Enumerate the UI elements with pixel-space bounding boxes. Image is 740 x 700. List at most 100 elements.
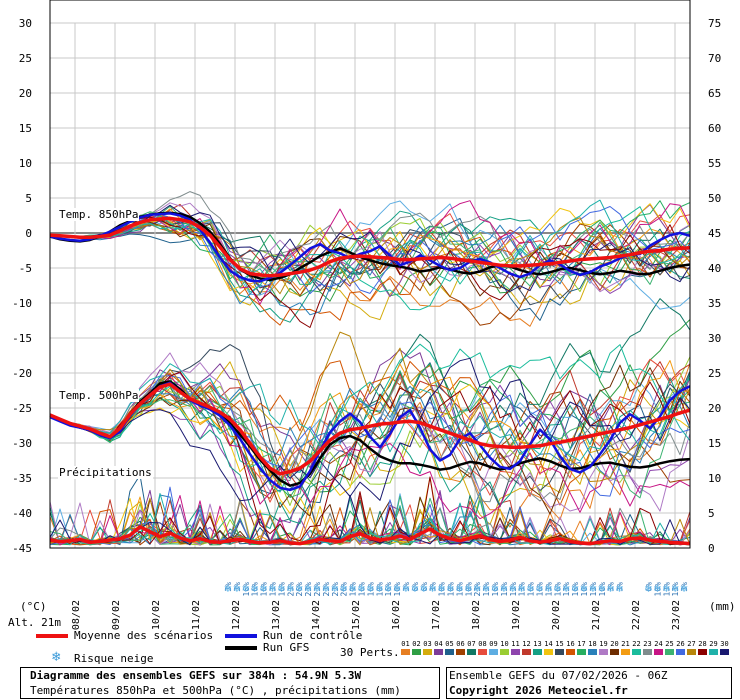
perturbation-13-t850 — [49, 210, 691, 323]
chart-subtitle: Températures 850hPa et 500hPa (°C) , pré… — [30, 684, 401, 697]
snow-risk-label: Risque neige — [74, 652, 154, 665]
snow-risk-percent: 16% — [491, 582, 500, 597]
perturbation-number: 05 — [445, 640, 454, 648]
snow-risk-percent: 3% — [607, 582, 616, 592]
right-axis-unit: (mm) — [709, 600, 736, 613]
x-tick-label: 10/02 — [151, 600, 162, 630]
snowflake-icon: ❄ — [366, 584, 374, 595]
snowflake-icon: ❄ — [295, 584, 303, 595]
perturbation-legend-item: 04 — [433, 640, 444, 655]
perturbation-number: 01 — [401, 640, 410, 648]
snowflake-icon: ❄ — [242, 584, 250, 595]
perturbation-legend-item: 29 — [708, 640, 719, 655]
snow-risk-percent: 23% — [313, 582, 322, 597]
left-tick-label: 15 — [19, 122, 32, 135]
perturbation-10-t500 — [49, 356, 691, 506]
run-info: Ensemble GEFS du 07/02/2026 - 06Z — [449, 669, 668, 682]
left-tick-label: 5 — [25, 192, 32, 205]
left-tick-label: -15 — [12, 332, 32, 345]
perturbation-number: 24 — [654, 640, 663, 648]
snow-risk-percent: 23% — [322, 582, 331, 597]
perturbation-legend-item: 06 — [455, 640, 466, 655]
right-tick-label: 65 — [708, 87, 721, 100]
perturbation-22-t500 — [49, 343, 691, 493]
perturbation-number: 07 — [467, 640, 476, 648]
perturbation-swatch — [621, 649, 630, 655]
snow-risk-percent: 13% — [544, 582, 553, 597]
snowflake-icon: ❄ — [286, 584, 294, 595]
perturbation-number: 26 — [676, 640, 685, 648]
snowflake-icon: ❄ — [357, 584, 365, 595]
legend-control-swatch — [225, 634, 257, 638]
perturbation-swatch — [434, 649, 443, 655]
snow-risk-percent: 10% — [447, 582, 456, 597]
snow-risk-percent: 16% — [384, 582, 393, 597]
snowflake-icon: ❄ — [464, 584, 472, 595]
snowflake-icon: ❄ — [553, 584, 561, 595]
perturbation-legend-item: 10 — [499, 640, 510, 655]
perturbation-23-t850 — [49, 191, 691, 277]
perturbation-number: 29 — [709, 640, 718, 648]
right-tick-label: 55 — [708, 157, 721, 170]
plot-frame — [49, 0, 691, 549]
perturbation-legend-item: 03 — [422, 640, 433, 655]
snow-risk-percent: 16% — [553, 582, 562, 597]
perturbation-29-t850 — [49, 199, 691, 283]
snow-risk-percent: 13% — [500, 582, 509, 597]
left-tick-label: 10 — [19, 157, 32, 170]
perturbation-number: 28 — [698, 640, 707, 648]
x-tick-label: 22/02 — [631, 600, 642, 630]
gfs-t500-line — [49, 380, 691, 487]
perturbation-20-t500 — [49, 364, 691, 517]
perturbation-29-t500 — [49, 363, 691, 462]
snow-risk-percent: 16% — [277, 582, 286, 597]
perturbation-number: 13 — [533, 640, 542, 648]
right-tick-label: 20 — [708, 402, 721, 415]
perturbation-21-t500 — [49, 360, 691, 477]
perturbation-19-t500 — [49, 352, 691, 512]
snow-risk-percent: 6% — [645, 582, 654, 592]
left-tick-label: -5 — [19, 262, 32, 275]
snow-risk-percent: 3% — [616, 582, 625, 592]
perturbation-legend-item: 15 — [554, 640, 565, 655]
precip-section-label: Précipitations — [58, 466, 153, 479]
snowflake-icon: ❄ — [233, 584, 241, 595]
snowflake-icon: ❄ — [420, 584, 428, 595]
perturbation-number: 16 — [566, 640, 575, 648]
perturbation-legend-item: 27 — [686, 640, 697, 655]
legend-mean-swatch — [36, 634, 68, 638]
snowflake-icon: ❄ — [500, 584, 508, 595]
snowflake-icon: ❄ — [313, 584, 321, 595]
left-tick-label: -30 — [12, 437, 32, 450]
snow-risk-row: 3%❄ 3%❄ 16%❄ 16%❄ 16%❄ 13%❄ 16%❄ 23%❄ 26%❄ 23%❄ 23… — [224, 582, 689, 597]
perturbation-29-precip — [49, 493, 691, 546]
legend-control-label: Run de contrôle — [263, 629, 363, 642]
snow-risk-percent: 13% — [662, 582, 671, 597]
perturbation-swatch — [423, 649, 432, 655]
snow-risk-percent: 10% — [653, 582, 662, 597]
perturbation-swatch — [676, 649, 685, 655]
perturbation-number: 19 — [599, 640, 608, 648]
right-tick-label: 60 — [708, 122, 721, 135]
snow-risk-percent: 16% — [358, 582, 367, 597]
perturbation-25-t500 — [49, 385, 691, 499]
perturbation-legend-item: 08 — [477, 640, 488, 655]
main-series-lines — [49, 211, 691, 546]
snowflake-icon: ❄ — [268, 584, 276, 595]
snowflake-icon: ❄ — [277, 584, 285, 595]
snowflake-icon: ❄ — [644, 584, 652, 595]
snowflake-icon: ❄ — [455, 584, 463, 595]
snowflake-icon: ❄ — [598, 584, 606, 595]
perturbation-number: 02 — [412, 640, 421, 648]
snow-risk-percent: 16% — [536, 582, 545, 597]
perturbation-swatch — [632, 649, 641, 655]
perturbation-number: 27 — [687, 640, 696, 648]
snowflake-icon: ❄ — [526, 584, 534, 595]
left-tick-label: -10 — [12, 297, 32, 310]
snowflake-icon: ❄ — [224, 584, 232, 595]
perturbation-number: 06 — [456, 640, 465, 648]
right-tick-label: 75 — [708, 17, 721, 30]
legend-mean-label: Moyenne des scénarios — [74, 629, 214, 642]
